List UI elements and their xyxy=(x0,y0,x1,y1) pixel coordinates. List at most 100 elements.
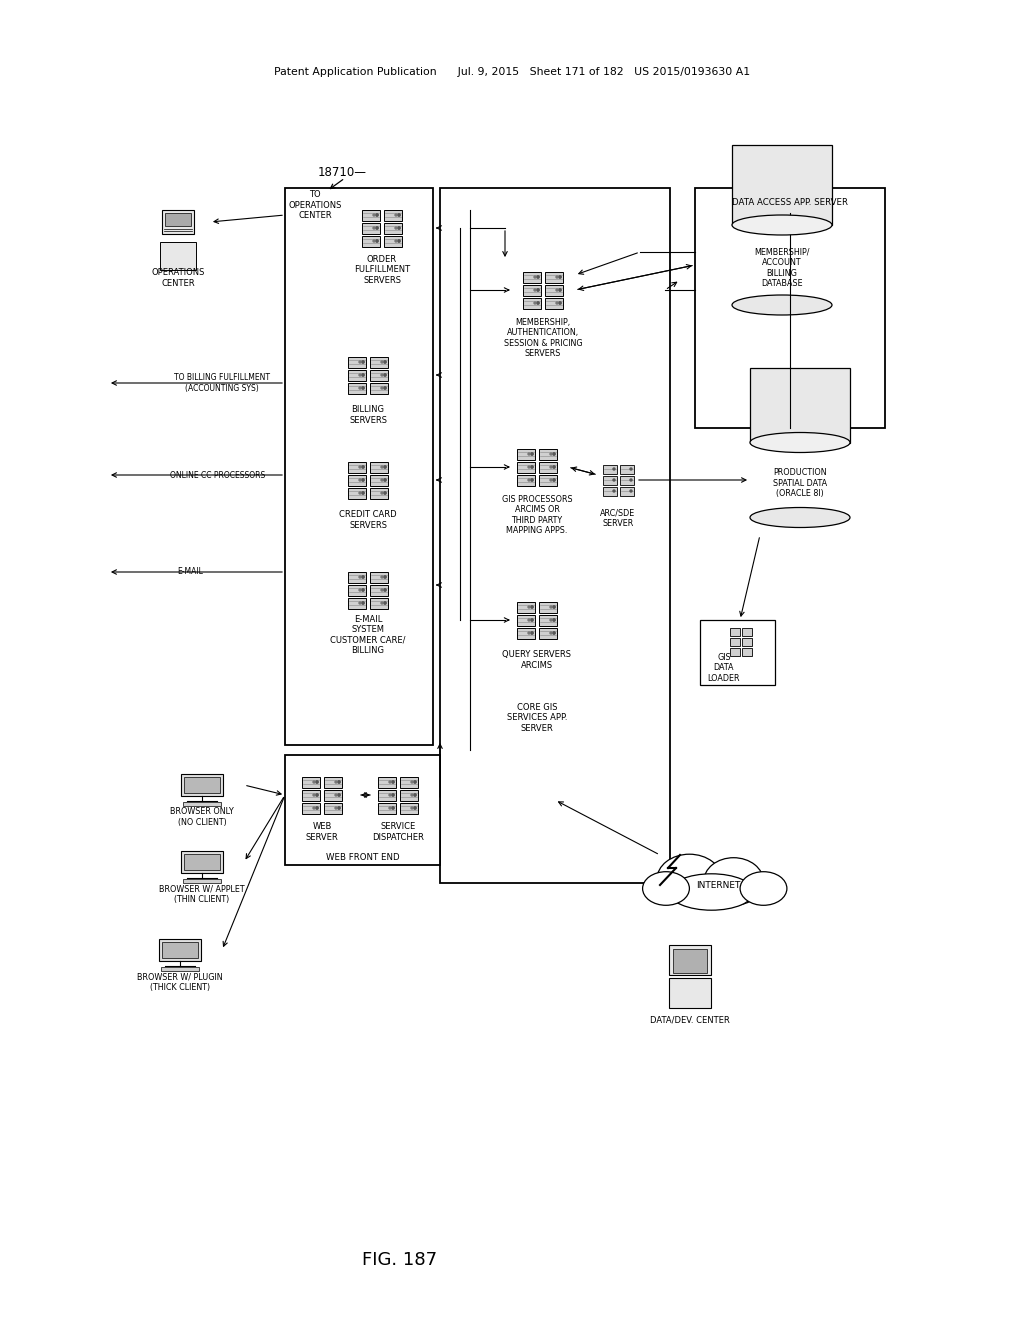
Circle shape xyxy=(389,807,391,809)
Circle shape xyxy=(315,781,318,783)
Circle shape xyxy=(537,302,540,304)
Circle shape xyxy=(361,466,365,469)
Circle shape xyxy=(559,302,561,304)
Text: TO BILLING FULFILLMENT
(ACCOUNTING SYS): TO BILLING FULFILLMENT (ACCOUNTING SYS) xyxy=(174,374,270,393)
Circle shape xyxy=(359,466,361,469)
Circle shape xyxy=(315,793,318,796)
Bar xyxy=(159,940,201,961)
Circle shape xyxy=(411,795,413,796)
Circle shape xyxy=(313,781,315,783)
Circle shape xyxy=(528,453,530,455)
Circle shape xyxy=(414,793,416,796)
Circle shape xyxy=(384,479,386,482)
Circle shape xyxy=(392,781,394,783)
Ellipse shape xyxy=(732,294,831,315)
Circle shape xyxy=(392,793,394,796)
Circle shape xyxy=(537,289,540,292)
Bar xyxy=(539,462,557,473)
Circle shape xyxy=(550,453,552,455)
Bar xyxy=(370,356,388,367)
Circle shape xyxy=(381,387,383,389)
Circle shape xyxy=(528,606,530,609)
Bar xyxy=(523,297,541,309)
Circle shape xyxy=(395,214,397,216)
Circle shape xyxy=(556,276,558,279)
Circle shape xyxy=(559,276,561,279)
Circle shape xyxy=(397,240,400,242)
Bar xyxy=(183,879,221,883)
Bar xyxy=(362,223,380,234)
Ellipse shape xyxy=(643,871,689,906)
Bar xyxy=(348,474,366,486)
Circle shape xyxy=(384,387,386,389)
Bar xyxy=(742,638,752,645)
Circle shape xyxy=(359,602,361,605)
Bar xyxy=(539,602,557,612)
Bar xyxy=(700,620,775,685)
Circle shape xyxy=(395,227,397,228)
Bar xyxy=(517,615,535,626)
Bar xyxy=(400,776,418,788)
Circle shape xyxy=(395,240,397,242)
Circle shape xyxy=(550,632,552,634)
Circle shape xyxy=(528,619,530,620)
Circle shape xyxy=(361,360,365,363)
Bar xyxy=(348,462,366,473)
Bar xyxy=(440,187,670,883)
Bar xyxy=(302,789,319,800)
Circle shape xyxy=(553,479,555,482)
Text: TO
OPERATIONS
CENTER: TO OPERATIONS CENTER xyxy=(289,190,342,220)
Bar xyxy=(517,462,535,473)
Bar xyxy=(348,487,366,499)
Text: Patent Application Publication      Jul. 9, 2015   Sheet 171 of 182   US 2015/01: Patent Application Publication Jul. 9, 2… xyxy=(274,67,750,77)
Ellipse shape xyxy=(657,854,722,904)
Circle shape xyxy=(553,632,555,634)
Circle shape xyxy=(550,479,552,480)
Bar xyxy=(669,945,711,975)
Text: WEB FRONT END: WEB FRONT END xyxy=(326,853,399,862)
Circle shape xyxy=(361,602,365,605)
Circle shape xyxy=(530,453,534,455)
Bar xyxy=(517,449,535,459)
Bar xyxy=(695,187,885,428)
Circle shape xyxy=(373,214,375,216)
Circle shape xyxy=(359,576,361,578)
Bar xyxy=(348,370,366,380)
Circle shape xyxy=(550,466,552,469)
Bar xyxy=(370,474,388,486)
Text: 18710—: 18710— xyxy=(318,166,367,180)
Circle shape xyxy=(537,276,540,279)
Text: DATA ACCESS APP. SERVER: DATA ACCESS APP. SERVER xyxy=(732,198,848,207)
Circle shape xyxy=(553,466,555,469)
Circle shape xyxy=(335,781,337,783)
Circle shape xyxy=(384,466,386,469)
Circle shape xyxy=(359,387,361,389)
Circle shape xyxy=(530,632,534,634)
Bar xyxy=(517,602,535,612)
Circle shape xyxy=(556,302,558,304)
Circle shape xyxy=(376,240,378,242)
Circle shape xyxy=(376,227,378,230)
Ellipse shape xyxy=(703,858,764,906)
Text: E-MAIL
SYSTEM
CUSTOMER CARE/
BILLING: E-MAIL SYSTEM CUSTOMER CARE/ BILLING xyxy=(331,615,406,655)
Circle shape xyxy=(313,795,315,796)
Circle shape xyxy=(550,606,552,609)
Text: ARC/SDE
SERVER: ARC/SDE SERVER xyxy=(600,508,636,528)
Ellipse shape xyxy=(750,507,850,528)
Circle shape xyxy=(384,576,386,578)
Text: CORE GIS
SERVICES APP.
SERVER: CORE GIS SERVICES APP. SERVER xyxy=(507,704,567,733)
Bar xyxy=(370,383,388,393)
Circle shape xyxy=(613,479,615,480)
Text: PRODUCTION
SPATIAL DATA
(ORACLE 8I): PRODUCTION SPATIAL DATA (ORACLE 8I) xyxy=(773,469,827,498)
Circle shape xyxy=(630,469,632,470)
Circle shape xyxy=(335,807,337,809)
Bar xyxy=(602,465,616,474)
Text: BILLING
SERVERS: BILLING SERVERS xyxy=(349,405,387,425)
Text: SERVICE
DISPATCHER: SERVICE DISPATCHER xyxy=(372,822,424,842)
Bar xyxy=(181,775,223,796)
Bar xyxy=(324,803,342,813)
Bar xyxy=(370,572,388,582)
Circle shape xyxy=(556,289,558,290)
Text: FIG. 187: FIG. 187 xyxy=(362,1251,437,1269)
Bar xyxy=(523,285,541,296)
